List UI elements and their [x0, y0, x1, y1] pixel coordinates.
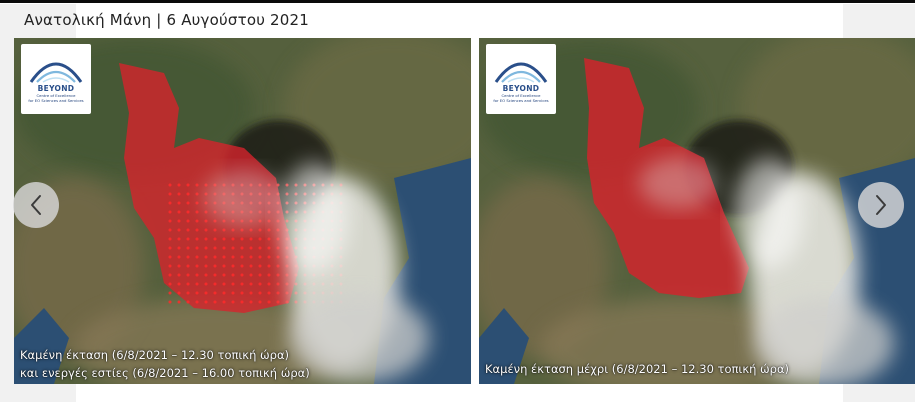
logo-subtitle: Centre of Excellence for EO Sciences and…: [488, 93, 554, 103]
satellite-map-left: [14, 38, 471, 384]
caption-line-1: Καμένη έκταση μέχρι (6/8/2021 – 12.30 το…: [485, 362, 790, 376]
logo-subtitle-line2: for EO Sciences and Services: [28, 97, 84, 103]
beyond-logo: BEYOND Centre of Excellence for EO Scien…: [486, 44, 556, 114]
carousel-prev-button[interactable]: [13, 182, 59, 228]
caption-line-2: και ενεργές εστίες (6/8/2021 – 16.00 τοπ…: [20, 366, 310, 380]
beyond-logo-graphic: [494, 62, 548, 83]
beyond-logo: BEYOND Centre of Excellence for EO Scien…: [21, 44, 91, 114]
satellite-map-right: [479, 38, 915, 384]
logo-subtitle-line1: Centre of Excellence: [501, 93, 541, 98]
chevron-right-icon: [876, 195, 886, 215]
chevron-left-icon: [31, 195, 41, 215]
carousel-next-button[interactable]: [858, 182, 904, 228]
logo-subtitle: Centre of Excellence for EO Sciences and…: [23, 93, 89, 103]
beyond-logo-graphic: [29, 62, 83, 83]
satellite-image-left: BEYOND Centre of Excellence for EO Scien…: [14, 38, 471, 384]
logo-subtitle-line2: for EO Sciences and Services: [493, 97, 549, 103]
logo-name: BEYOND: [37, 84, 75, 93]
top-bar: [0, 0, 915, 3]
satellite-image-right: BEYOND Centre of Excellence for EO Scien…: [479, 38, 915, 384]
logo-name: BEYOND: [502, 84, 540, 93]
caption-line-1: Καμένη έκταση (6/8/2021 – 12.30 τοπική ώ…: [20, 348, 290, 362]
slide-title: Ανατολική Μάνη | 6 Αυγούστου 2021: [24, 11, 310, 29]
image-caption-left: Καμένη έκταση (6/8/2021 – 12.30 τοπική ώ…: [20, 346, 310, 382]
image-caption-right: Καμένη έκταση μέχρι (6/8/2021 – 12.30 το…: [485, 360, 789, 378]
logo-subtitle-line1: Centre of Excellence: [36, 93, 76, 98]
